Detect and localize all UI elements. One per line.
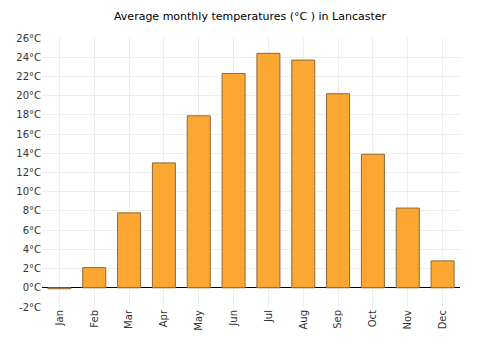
svg-text:Apr: Apr	[158, 309, 169, 327]
svg-text:22°C: 22°C	[16, 71, 41, 82]
svg-text:Jan: Jan	[54, 310, 65, 326]
svg-text:4°C: 4°C	[23, 244, 41, 255]
svg-text:Feb: Feb	[89, 310, 100, 328]
svg-text:2°C: 2°C	[23, 263, 41, 274]
svg-text:24°C: 24°C	[16, 52, 41, 63]
svg-text:Mar: Mar	[123, 309, 134, 329]
svg-text:8°C: 8°C	[23, 205, 41, 216]
svg-text:12°C: 12°C	[16, 167, 41, 178]
svg-text:Average monthly temperatures (: Average monthly temperatures (°C ) in La…	[114, 10, 387, 23]
svg-text:16°C: 16°C	[16, 129, 41, 140]
svg-text:Jun: Jun	[228, 310, 239, 327]
svg-text:18°C: 18°C	[16, 109, 41, 120]
svg-text:0°C: 0°C	[23, 282, 41, 293]
svg-text:10°C: 10°C	[16, 186, 41, 197]
svg-text:May: May	[193, 310, 204, 331]
svg-text:6°C: 6°C	[23, 225, 41, 236]
svg-text:14°C: 14°C	[16, 148, 41, 159]
svg-text:Sep: Sep	[332, 310, 343, 329]
svg-text:20°C: 20°C	[16, 90, 41, 101]
svg-text:Oct: Oct	[367, 310, 378, 327]
svg-text:26°C: 26°C	[16, 33, 41, 44]
svg-text:Jul: Jul	[263, 310, 274, 323]
svg-text:Aug: Aug	[298, 310, 309, 330]
svg-text:-2°C: -2°C	[19, 302, 41, 313]
svg-text:Nov: Nov	[402, 310, 413, 330]
svg-text:Dec: Dec	[437, 310, 448, 329]
